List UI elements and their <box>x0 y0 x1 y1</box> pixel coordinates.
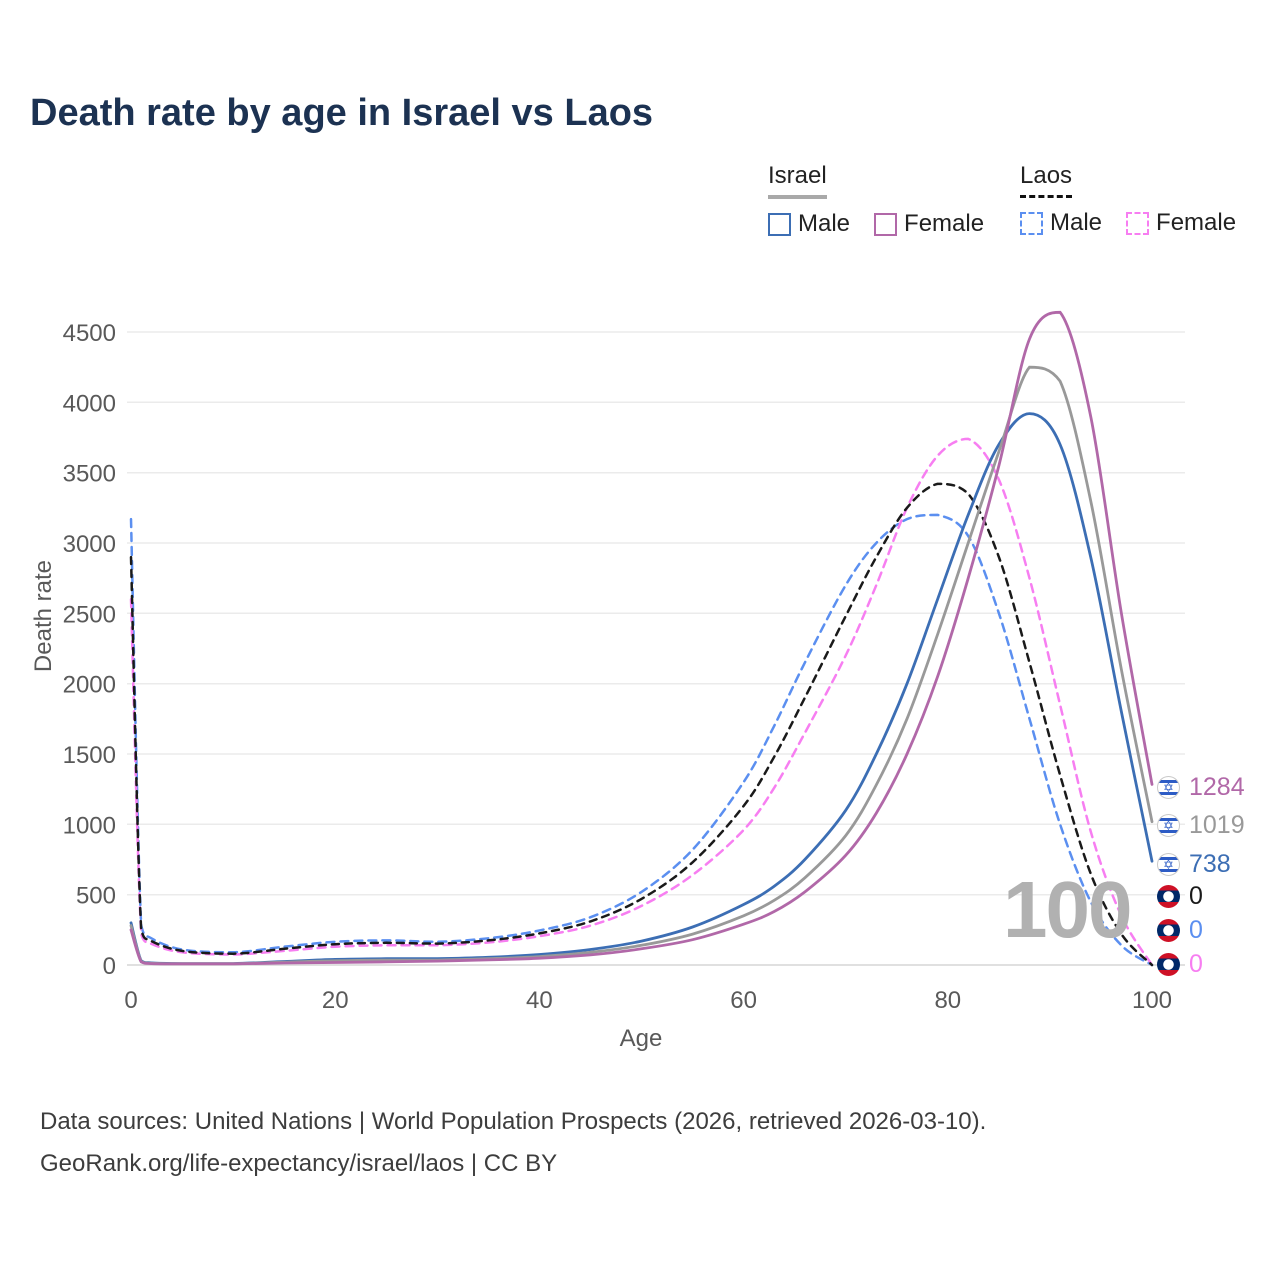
legend-laos-male-label[interactable]: Male <box>1050 209 1103 236</box>
x-tick-label: 20 <box>322 987 349 1014</box>
series-line-laos-female[interactable] <box>129 437 1154 967</box>
series-line-laos-combined[interactable] <box>129 482 1154 967</box>
series-line-israel-female[interactable] <box>129 310 1154 966</box>
y-tick-label: 0 <box>103 953 116 980</box>
legend-group-laos: Laos Male Female <box>1020 162 1236 237</box>
x-tick-label: 40 <box>526 987 553 1014</box>
x-tick-label: 0 <box>124 987 137 1014</box>
x-tick-label: 60 <box>730 987 757 1014</box>
chart-plot[interactable]: 0 500 1000 1500 2000 2500 3000 3500 4000 4500 0 20 4… <box>0 270 1280 1060</box>
legend-swatch-israel-male[interactable] <box>768 212 791 236</box>
legend-group-israel: Israel Male Female <box>768 162 984 238</box>
series-line-laos-male[interactable] <box>129 513 1154 967</box>
y-tick-label: 4000 <box>63 390 116 417</box>
x-axis-label: Age <box>619 1025 663 1052</box>
y-tick-label: 500 <box>76 883 116 910</box>
legend-swatch-laos-female[interactable] <box>1126 211 1150 235</box>
y-tick-label: 2000 <box>63 672 116 699</box>
legend-israel-female-label[interactable]: Female <box>904 210 985 237</box>
legend-israel-male-label[interactable]: Male <box>798 210 851 237</box>
chart-title: Death rate by age in Israel vs Laos <box>30 92 654 134</box>
y-tick-label: 3000 <box>63 531 116 558</box>
series-line-israel-male[interactable] <box>129 412 1154 966</box>
y-tick-label: 1000 <box>63 812 116 839</box>
legend-laos-label[interactable]: Laos <box>1020 162 1073 198</box>
y-axis-label: Death rate <box>30 560 57 673</box>
x-tick-label: 80 <box>934 987 961 1014</box>
legend-swatch-israel-female[interactable] <box>874 212 898 236</box>
y-tick-label: 4500 <box>63 320 116 347</box>
legend-laos-female-label[interactable]: Female <box>1156 209 1237 236</box>
data-sources-text: Data sources: United Nations | World Pop… <box>40 1108 987 1135</box>
attribution-link: GeoRank.org/life-expectancy/israel/laos … <box>40 1150 558 1177</box>
y-tick-label: 3500 <box>63 461 116 488</box>
x-tick-label: 100 <box>1132 987 1172 1014</box>
current-age-indicator: 100 <box>1003 865 1132 954</box>
series-line-israel-combined[interactable] <box>129 365 1154 966</box>
y-tick-label: 1500 <box>63 742 116 769</box>
legend-israel-label[interactable]: Israel <box>768 162 827 199</box>
y-tick-label: 2500 <box>63 601 116 628</box>
legend-swatch-laos-male[interactable] <box>1020 211 1043 235</box>
